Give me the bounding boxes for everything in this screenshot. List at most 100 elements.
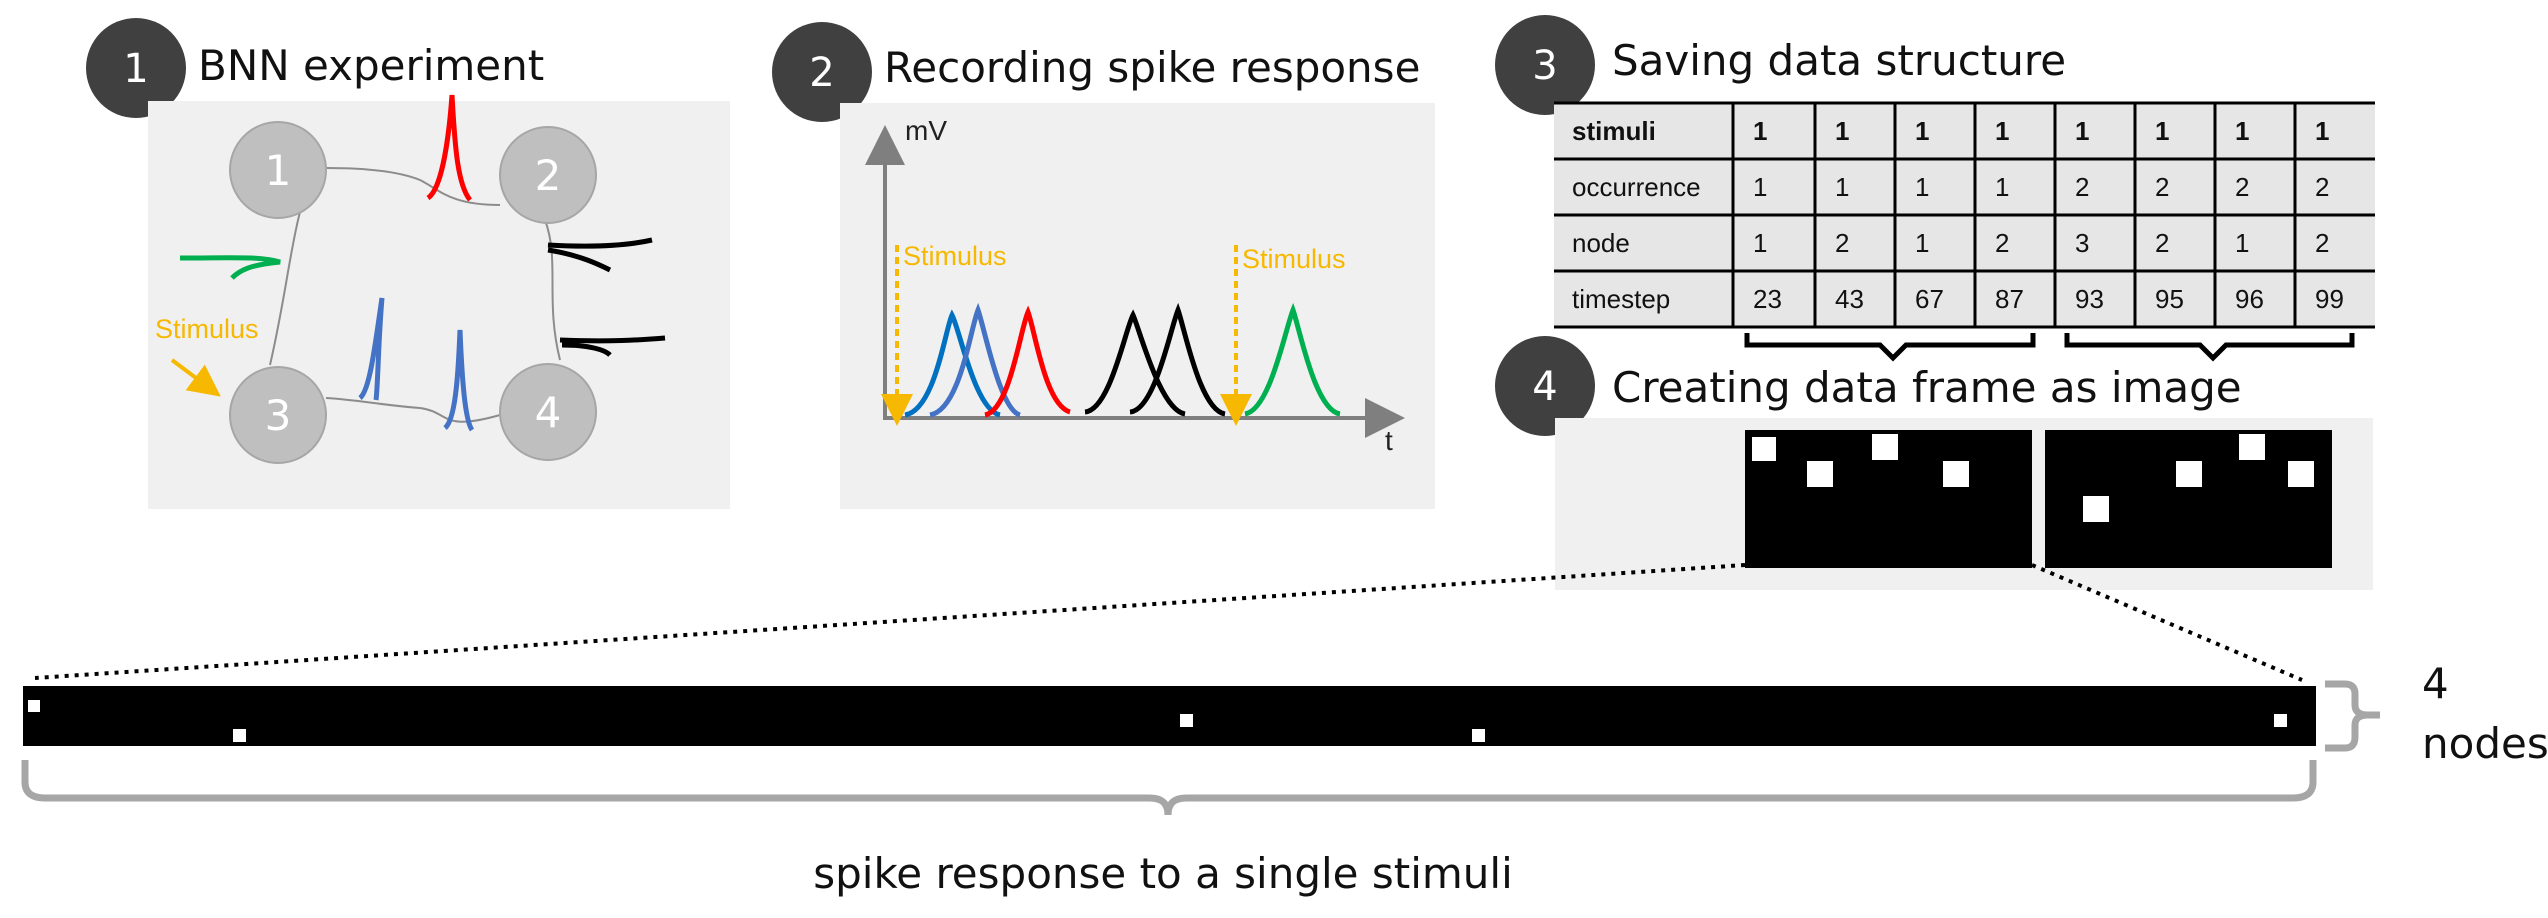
brace-occurrence-1 [1744,333,2036,362]
stimulus-label-1: Stimulus [903,241,1007,271]
table-cell: 2 [2155,172,2169,202]
table-cell: 2 [2235,172,2249,202]
table-cell: 1 [1995,116,2009,146]
x-axis-label: t [1385,425,1393,456]
node-3-label: 3 [265,391,292,440]
table-cell: 93 [2075,284,2104,314]
node-2-label: 2 [535,151,562,200]
pixel [1943,461,1969,487]
table-cell: 96 [2235,284,2264,314]
pixel [2239,434,2265,460]
table-cell: 87 [1995,284,2024,314]
pixel [1180,714,1193,727]
table-cell: 1 [2075,116,2089,146]
trace-black-2 [1129,302,1226,417]
edge-2-4 [544,219,561,361]
trace-dark-blue [904,309,1001,418]
pixel [233,729,246,742]
pixel [28,700,40,712]
table-cell: 1 [1753,116,1767,146]
table-cell: 1 [2235,228,2249,258]
strip-caption: spike response to a single stimuli [813,849,1513,898]
step-2-section: 2 Recording spike response mV t Stimulus… [772,22,1435,509]
spike-red [426,94,473,202]
pixel [2083,496,2109,522]
step-3-section: 3 Saving data structure stimuli 1 1 1 1 1 1 1 1 o… [1495,15,2375,362]
trace-red [984,305,1072,418]
table-cell: 1 [2235,116,2249,146]
nodes-count: 4 [2422,659,2449,708]
table-cell: 2 [2075,172,2089,202]
spike-blue-right [443,329,475,432]
step-4-section: 4 Creating data frame as image [1495,336,2373,590]
strip-brace [21,760,2317,816]
step-4-number: 4 [1532,364,1557,410]
edge-1-2 [326,167,501,206]
spike-blue-left [358,297,385,401]
step-4-title: Creating data frame as image [1612,363,2242,412]
recording-panel [840,103,1435,509]
table-cell: 2 [2315,228,2329,258]
stimulus-label-2: Stimulus [1242,244,1346,274]
spike-green [179,255,281,280]
table-cell: 43 [1835,284,1864,314]
data-table: stimuli 1 1 1 1 1 1 1 1 occurrence 1 1 1 1 2 2 2 2 node 1 2 1… [1572,116,2344,314]
pixel [2288,461,2314,487]
table-cell: 1 [1753,228,1767,258]
step-3-badge [1495,15,1595,115]
network-stimulus-arrow [170,358,221,397]
step-2-number: 2 [809,50,834,96]
table-row-label: occurrence [1572,172,1701,202]
step-2-badge [772,22,872,122]
table-cell: 1 [1753,172,1767,202]
table-cell: 1 [1995,172,2009,202]
trace-green [1244,302,1341,417]
spike-black-lower [559,335,666,357]
table-cell: 67 [1915,284,1944,314]
zoom-line-left [34,563,1746,680]
step-3-title: Saving data structure [1612,36,2066,85]
brace-occurrence-2 [2064,333,2355,362]
table-cell: 1 [1835,116,1849,146]
step-1-section: 1 BNN experiment 1 2 3 4 Stimulus [86,18,730,509]
table-row-label: node [1572,228,1630,258]
table-grid [1554,101,2375,329]
table-cell: 1 [1915,172,1929,202]
trace-black-1 [1084,309,1186,417]
table-cell: 99 [2315,284,2344,314]
table-cell: 3 [2075,228,2089,258]
edge-3-4 [325,397,501,423]
table-cell: 1 [1915,116,1929,146]
zoom-section: 4 nodes spike response to a single stimu… [21,563,2548,898]
spike-strip [23,686,2316,746]
table-cell: 2 [1995,228,2009,258]
node-3 [229,366,327,464]
nodes-word: nodes [2422,719,2548,768]
table-row-label: timestep [1572,284,1670,314]
step-1-title: BNN experiment [198,41,544,90]
y-axis-label: mV [905,115,947,146]
table-cell: 1 [1835,172,1849,202]
step-1-number: 1 [123,46,148,92]
table-cell: 2 [2315,172,2329,202]
edge-1-3 [269,211,301,366]
table-cell: 95 [2155,284,2184,314]
table-row-label: stimuli [1572,116,1656,146]
step-2-title: Recording spike response [884,43,1420,92]
table-cell: 23 [1753,284,1782,314]
step-1-badge [86,18,186,118]
table-cell: 1 [2315,116,2329,146]
table-cell: 2 [2155,228,2169,258]
network-stimulus-label: Stimulus [155,314,259,344]
step-4-badge [1495,336,1595,436]
pixel [1752,437,1776,461]
pixel [2176,461,2202,487]
pixel [1472,729,1485,742]
nodes-brace [2325,680,2380,752]
node-4 [499,363,597,461]
pixel [1807,461,1833,487]
table-cell: 1 [2155,116,2169,146]
node-2 [499,126,597,224]
node-4-label: 4 [535,388,562,437]
